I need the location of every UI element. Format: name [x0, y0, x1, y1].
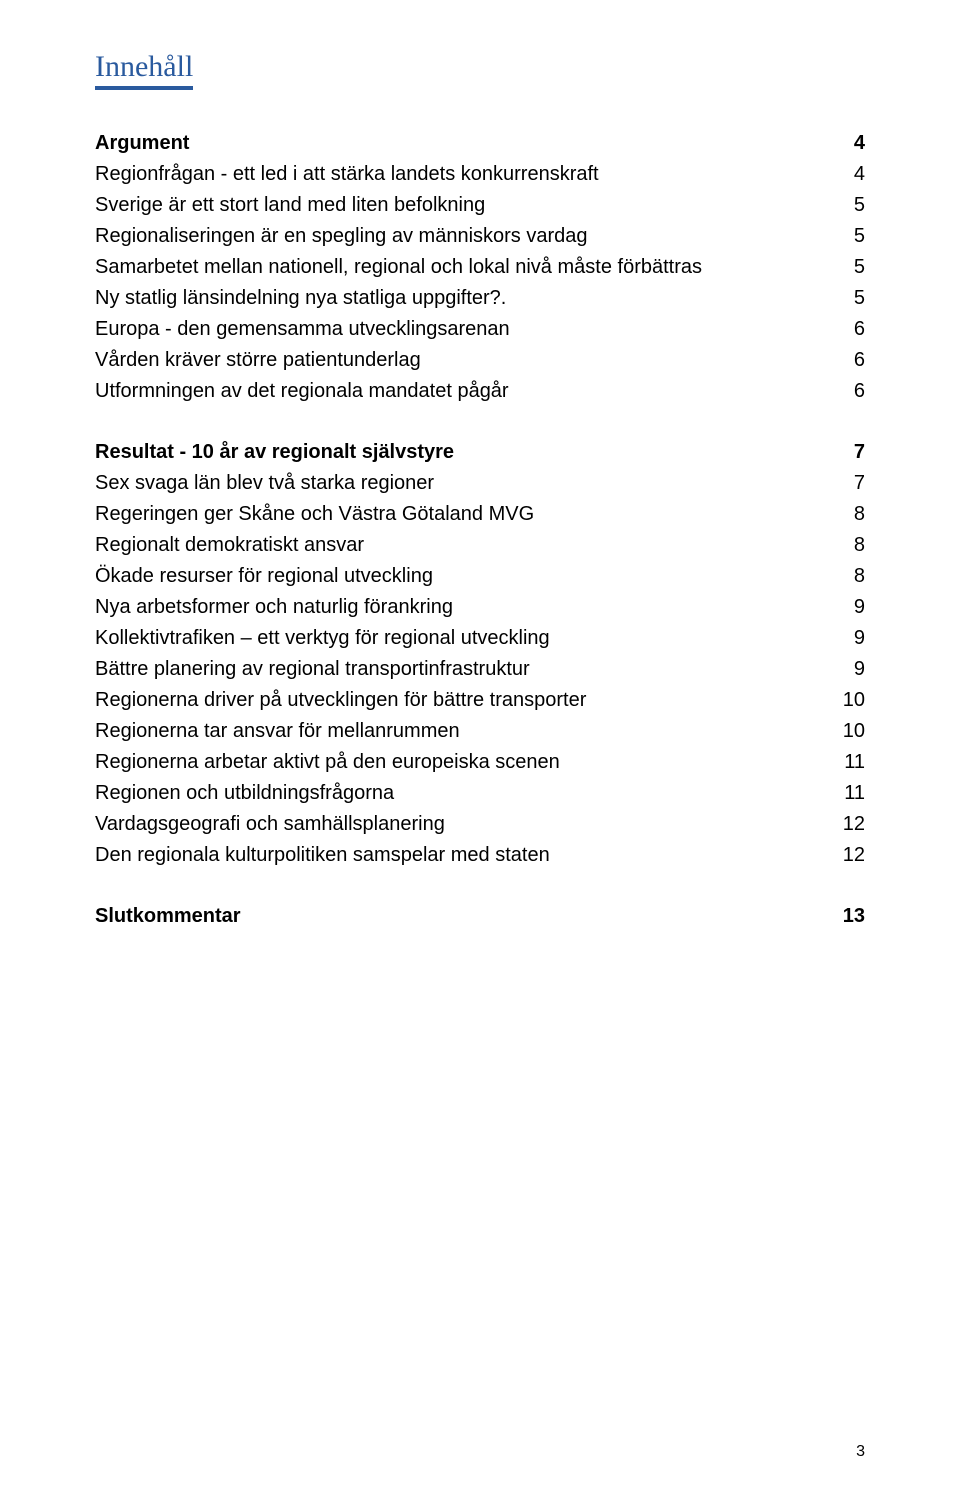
toc-entry-label: Argument	[95, 128, 189, 159]
toc-entry[interactable]: Argument 4	[95, 128, 865, 159]
toc-entry-label: Ökade resurser för regional utveckling	[95, 561, 433, 592]
toc-entry-label: Slutkommentar	[95, 901, 241, 932]
toc-entry-label: Sverige är ett stort land med liten befo…	[95, 190, 485, 221]
toc-entry-label: Resultat - 10 år av regionalt självstyre	[95, 437, 454, 468]
toc-block: Resultat - 10 år av regionalt självstyre…	[95, 437, 865, 871]
toc-entry-page: 10	[843, 685, 865, 716]
toc-entry-label: Vården kräver större patientunderlag	[95, 345, 421, 376]
toc-entry-label: Sex svaga län blev två starka regioner	[95, 468, 434, 499]
toc-entry-label: Regeringen ger Skåne och Västra Götaland…	[95, 499, 534, 530]
page-number: 3	[856, 1443, 865, 1461]
toc-entry[interactable]: Regionaliseringen är en spegling av männ…	[95, 221, 865, 252]
toc-entry[interactable]: Ny statlig länsindelning nya statliga up…	[95, 283, 865, 314]
toc-entry[interactable]: Regionalt demokratiskt ansvar 8	[95, 530, 865, 561]
toc-entry-page: 5	[854, 190, 865, 221]
toc-entry-label: Regionaliseringen är en spegling av männ…	[95, 221, 588, 252]
toc-entry-label: Regionen och utbildningsfrågorna	[95, 778, 394, 809]
toc-entry[interactable]: Regeringen ger Skåne och Västra Götaland…	[95, 499, 865, 530]
toc-entry-label: Nya arbetsformer och naturlig förankring	[95, 592, 453, 623]
toc-entry-label: Bättre planering av regional transportin…	[95, 654, 530, 685]
toc-entry-page: 5	[854, 221, 865, 252]
toc-entry-label: Regionerna arbetar aktivt på den europei…	[95, 747, 560, 778]
toc-entry-label: Ny statlig länsindelning nya statliga up…	[95, 283, 506, 314]
toc-entry-page: 9	[854, 592, 865, 623]
toc-entry-page: 6	[854, 376, 865, 407]
toc-block: Slutkommentar 13	[95, 901, 865, 932]
toc-entry-label: Europa - den gemensamma utvecklingsarena…	[95, 314, 510, 345]
toc-entry-page: 5	[854, 283, 865, 314]
toc-entry[interactable]: Resultat - 10 år av regionalt självstyre…	[95, 437, 865, 468]
toc-entry[interactable]: Sex svaga län blev två starka regioner 7	[95, 468, 865, 499]
toc-entry-page: 11	[844, 747, 865, 778]
toc-entry[interactable]: Regionen och utbildningsfrågorna 11	[95, 778, 865, 809]
toc-entry-page: 9	[854, 654, 865, 685]
toc-entry-page: 11	[844, 778, 865, 809]
toc-entry-label: Regionerna driver på utvecklingen för bä…	[95, 685, 586, 716]
toc-entry[interactable]: Regionerna arbetar aktivt på den europei…	[95, 747, 865, 778]
toc-entry-page: 13	[843, 901, 865, 932]
toc-block: Argument 4 Regionfrågan - ett led i att st…	[95, 128, 865, 407]
toc-entry-page: 12	[843, 840, 865, 871]
toc-entry[interactable]: Utformningen av det regionala mandatet p…	[95, 376, 865, 407]
toc-entry[interactable]: Nya arbetsformer och naturlig förankring…	[95, 592, 865, 623]
toc-entry-page: 12	[843, 809, 865, 840]
toc-entry-page: 7	[854, 437, 865, 468]
toc-entry-label: Regionalt demokratiskt ansvar	[95, 530, 364, 561]
toc-entry[interactable]: Europa - den gemensamma utvecklingsarena…	[95, 314, 865, 345]
toc-entry-page: 6	[854, 345, 865, 376]
toc-heading: Innehåll	[95, 50, 193, 90]
toc-entry[interactable]: Slutkommentar 13	[95, 901, 865, 932]
toc-entry-label: Vardagsgeografi och samhällsplanering	[95, 809, 445, 840]
toc-entry-page: 8	[854, 499, 865, 530]
toc-entry[interactable]: Samarbetet mellan nationell, regional oc…	[95, 252, 865, 283]
toc-entry[interactable]: Den regionala kulturpolitiken samspelar …	[95, 840, 865, 871]
toc-entry-label: Regionerna tar ansvar för mellanrummen	[95, 716, 460, 747]
toc-entry[interactable]: Vården kräver större patientunderlag 6	[95, 345, 865, 376]
toc-container: Argument 4 Regionfrågan - ett led i att st…	[95, 128, 865, 932]
toc-entry-page: 8	[854, 561, 865, 592]
toc-entry[interactable]: Regionfrågan - ett led i att stärka land…	[95, 159, 865, 190]
toc-entry-label: Den regionala kulturpolitiken samspelar …	[95, 840, 550, 871]
toc-entry[interactable]: Bättre planering av regional transportin…	[95, 654, 865, 685]
toc-entry-label: Kollektivtrafiken – ett verktyg för regi…	[95, 623, 550, 654]
toc-entry-page: 5	[854, 252, 865, 283]
toc-entry-page: 8	[854, 530, 865, 561]
toc-entry[interactable]: Regionerna driver på utvecklingen för bä…	[95, 685, 865, 716]
toc-entry-label: Samarbetet mellan nationell, regional oc…	[95, 252, 702, 283]
toc-entry-page: 7	[854, 468, 865, 499]
toc-entry[interactable]: Vardagsgeografi och samhällsplanering 12	[95, 809, 865, 840]
toc-entry[interactable]: Ökade resurser för regional utveckling 8	[95, 561, 865, 592]
toc-entry-page: 9	[854, 623, 865, 654]
toc-entry-label: Regionfrågan - ett led i att stärka land…	[95, 159, 599, 190]
toc-entry-page: 4	[854, 128, 865, 159]
toc-entry-page: 6	[854, 314, 865, 345]
toc-entry-label: Utformningen av det regionala mandatet p…	[95, 376, 509, 407]
toc-entry[interactable]: Regionerna tar ansvar för mellanrummen 10	[95, 716, 865, 747]
toc-entry[interactable]: Kollektivtrafiken – ett verktyg för regi…	[95, 623, 865, 654]
toc-entry-page: 4	[854, 159, 865, 190]
toc-entry-page: 10	[843, 716, 865, 747]
toc-entry[interactable]: Sverige är ett stort land med liten befo…	[95, 190, 865, 221]
